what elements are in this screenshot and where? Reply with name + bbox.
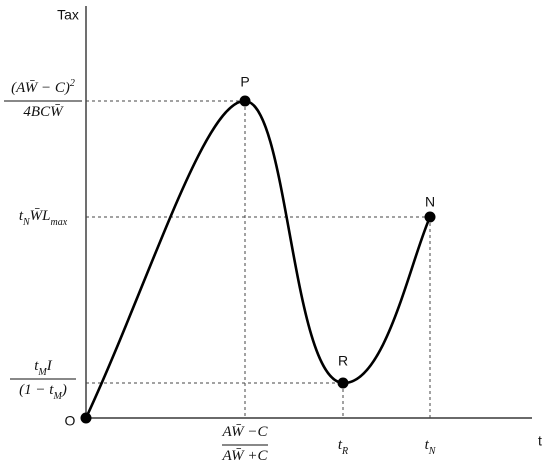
label-text: ) [61,382,67,398]
subscript: N [428,446,437,457]
y-label-numerator: tMI [34,358,53,377]
y-label-denominator: (1 − tM) [19,382,67,401]
subscript: R [341,446,348,457]
y-label-denominator: 4BCW̄ [23,104,64,120]
point [80,412,92,424]
subscript: M [37,367,47,378]
point [424,211,436,223]
point-label: N [425,194,435,210]
label-text: (1 − t [19,382,54,398]
tax-curve [84,99,432,419]
label-text: AW̄ −C [222,424,269,440]
superscript: 2 [70,78,75,89]
label-text: t [425,437,430,453]
point [337,377,349,389]
x-axis-title: t [538,433,542,449]
subscript: M [52,391,62,402]
point-label: R [338,353,348,369]
label-text: 4BCW̄ [23,104,64,120]
y-label-numerator: (AW̄ − C)2 [11,78,75,97]
subscript: N [22,217,31,228]
label-text: AW̄ +C [222,448,269,464]
point-label: P [240,74,249,90]
y-axis-title: Tax [57,7,79,23]
point [239,95,251,107]
label-text: t [19,208,24,224]
label-text: (AW̄ − C) [11,80,70,96]
label-text: I [46,358,53,374]
label-text: t [34,358,39,374]
origin-label: O [65,413,76,429]
label-text: W̄L [30,208,51,224]
x-label-numerator: AW̄ −C [222,424,269,440]
x-label: tR [338,437,348,456]
subscript: max [51,217,68,228]
y-label: tNW̄Lmax [19,208,68,227]
x-label: tN [425,437,437,456]
label-text: t [338,437,343,453]
x-label-denominator: AW̄ +C [222,448,269,464]
